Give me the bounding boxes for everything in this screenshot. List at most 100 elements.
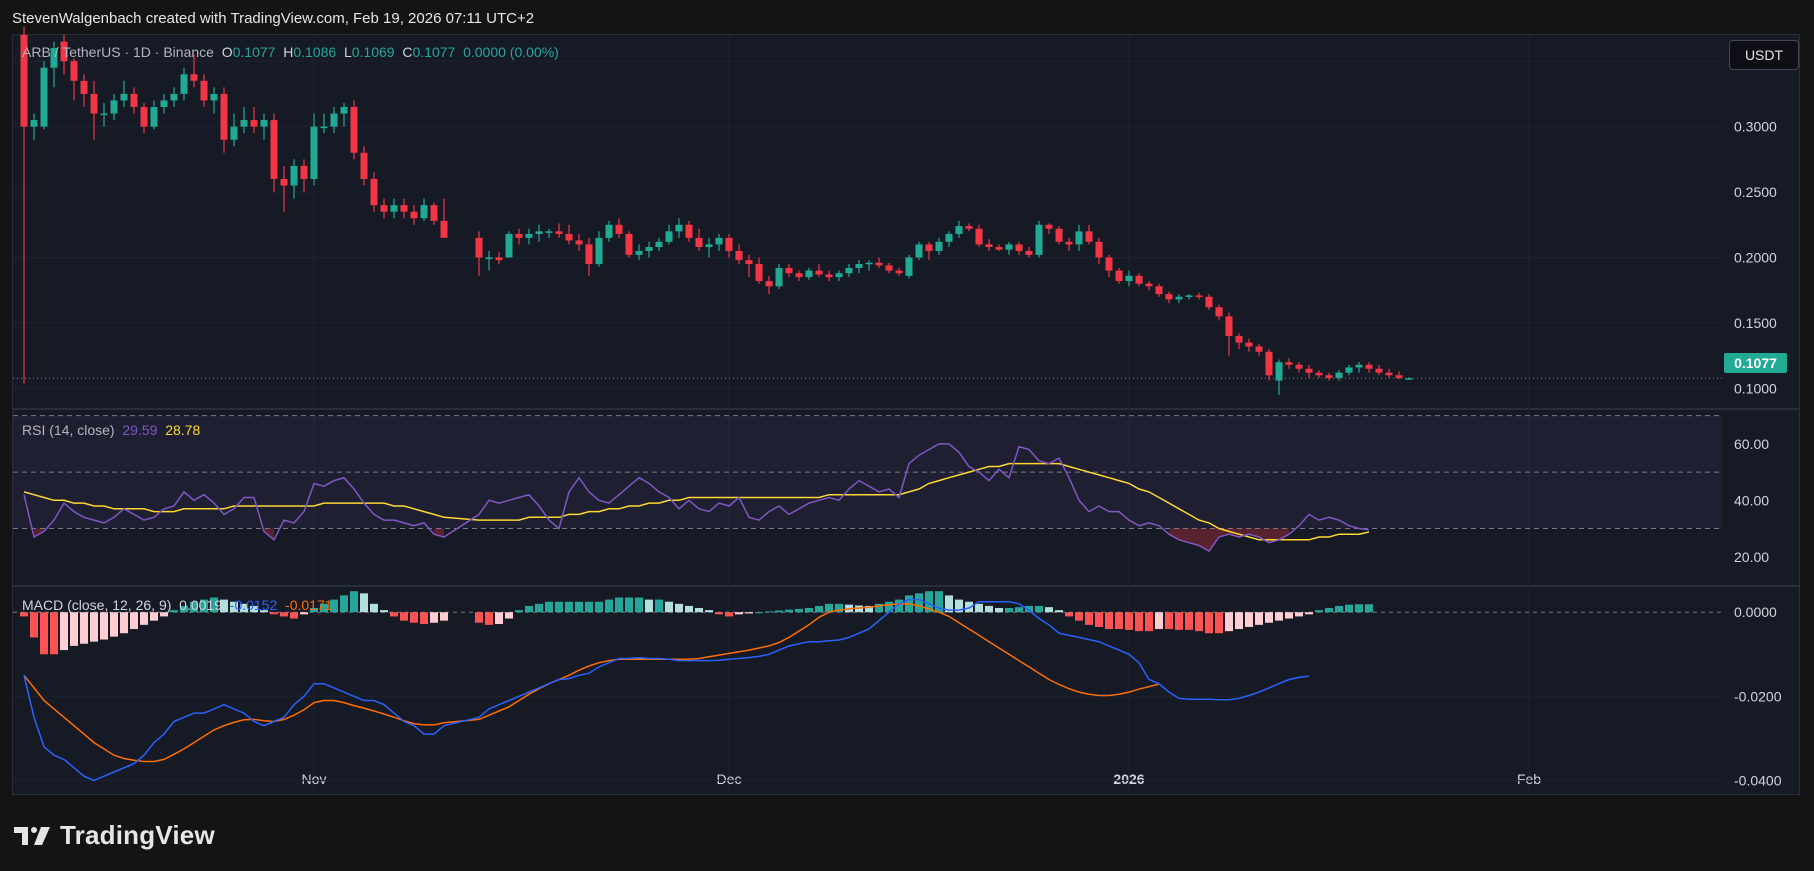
candle-body — [995, 247, 1003, 250]
macd-histogram-bar — [745, 612, 753, 614]
candle-body — [855, 264, 863, 268]
macd-histogram-bar — [280, 612, 288, 617]
candle-body — [1285, 362, 1293, 365]
high-label: H — [283, 44, 294, 60]
candle-body — [400, 205, 408, 212]
macd-histogram-bar — [885, 601, 893, 613]
candle-body — [340, 106, 348, 114]
macd-line — [23, 598, 1310, 782]
macd-histogram-bar — [250, 605, 258, 613]
macd-histogram-bar — [505, 612, 513, 619]
price-axis-tick-label: 0.1000 — [1734, 380, 1777, 396]
candle-body — [300, 165, 308, 179]
macd-histogram-bar — [330, 599, 338, 613]
brand-name: TradingView — [60, 820, 215, 850]
candle-body — [705, 244, 713, 248]
candle-body — [905, 257, 913, 276]
macd-histogram-bar — [1335, 605, 1343, 613]
macd-histogram-bar — [1265, 612, 1273, 623]
candle-body — [430, 205, 438, 221]
chart-container[interactable] — [12, 34, 1800, 795]
candle-body — [645, 247, 653, 251]
candle-body — [440, 220, 448, 238]
candle-body — [675, 224, 683, 232]
candle-body — [190, 74, 198, 81]
candle-body — [685, 224, 693, 238]
open-value: 0.1077 — [232, 44, 276, 60]
macd-histogram-bar — [1005, 608, 1013, 613]
macd-signal-line — [23, 603, 1160, 763]
macd-histogram-bar — [715, 612, 723, 615]
candle-body — [955, 226, 963, 234]
candle-body — [575, 240, 583, 245]
macd-histogram-bar — [995, 608, 1003, 613]
rsi-label[interactable]: RSI (14, close) — [22, 422, 115, 438]
candle-body — [655, 241, 663, 248]
price-axis-tick-label: 0.2500 — [1734, 184, 1777, 200]
symbol-name[interactable]: ARB / TetherUS · 1D · Binance — [22, 44, 214, 60]
price-axis-tick-label: 0.1500 — [1734, 315, 1777, 331]
top-bar: StevenWalgenbach created with TradingVie… — [0, 0, 1814, 34]
macd-histogram-bar — [1315, 610, 1323, 613]
symbol-legend[interactable]: ARB / TetherUS · 1D · Binance O0.1077 H0… — [22, 44, 559, 60]
tradingview-logo-icon — [14, 826, 50, 845]
candle-body — [1035, 224, 1043, 255]
macd-histogram-bar — [585, 601, 593, 613]
candle-body — [715, 237, 723, 245]
candle-body — [885, 265, 893, 271]
rsi-line — [23, 443, 1370, 553]
macd-legend[interactable]: MACD (close, 12, 26, 9) 0.0019 -0.0152 -… — [22, 597, 333, 613]
macd-histogram-bar — [685, 605, 693, 613]
currency-button[interactable]: USDT — [1729, 40, 1799, 70]
macd-histogram-bar — [1135, 612, 1143, 632]
macd-histogram-bar — [1295, 612, 1303, 617]
macd-label[interactable]: MACD (close, 12, 26, 9) — [22, 597, 172, 613]
close-label: C — [402, 44, 413, 60]
author-credit: StevenWalgenbach created with TradingVie… — [12, 10, 535, 27]
candle-body — [785, 267, 793, 274]
candle-body — [565, 233, 573, 241]
footer-brand[interactable]: TradingView — [14, 820, 215, 851]
candle-body — [210, 93, 218, 101]
macd-histogram-bar — [865, 605, 873, 613]
macd-histogram-bar — [100, 612, 108, 640]
macd-histogram-bar — [1255, 612, 1263, 625]
macd-histogram-bar — [50, 612, 58, 655]
macd-histogram-bar — [975, 603, 983, 613]
candle-body — [370, 178, 378, 206]
macd-histogram-bar — [765, 611, 773, 613]
macd-histogram-bar — [635, 597, 643, 613]
change-value: 0.0000 (0.00%) — [463, 44, 559, 60]
candle-body — [1155, 286, 1163, 295]
candle-body — [230, 126, 238, 140]
macd-histogram-bar — [965, 601, 973, 613]
macd-histogram-bar — [220, 599, 228, 613]
macd-histogram-bar — [645, 599, 653, 613]
candle-body — [410, 211, 418, 219]
candle-body — [945, 233, 953, 242]
macd-histogram-bar — [595, 601, 603, 613]
x-axis-tick-label: Nov — [302, 771, 327, 787]
candle-body — [1225, 316, 1233, 337]
candle-body — [1365, 364, 1373, 369]
candle-body — [1125, 275, 1133, 282]
candle-body — [835, 273, 843, 278]
candle-body — [60, 41, 68, 62]
macd-histogram-bar — [370, 603, 378, 613]
candle-body — [1215, 307, 1223, 317]
rsi-legend[interactable]: RSI (14, close) 29.59 28.78 — [22, 422, 200, 438]
rsi-axis-tick-label: 60.00 — [1734, 436, 1769, 452]
macd-histogram-bar — [925, 591, 933, 613]
macd-histogram-bar — [1205, 612, 1213, 634]
candle-body — [90, 93, 98, 114]
candle-body — [1005, 244, 1013, 250]
macd-histogram-bar — [1275, 612, 1283, 621]
macd-histogram-bar — [390, 612, 398, 617]
macd-histogram-bar — [340, 595, 348, 613]
macd-histogram-bar — [1065, 612, 1073, 617]
candle-body — [320, 126, 328, 129]
macd-histogram-bar — [210, 597, 218, 613]
candle-body — [1305, 368, 1313, 373]
macd-histogram-bar — [1305, 612, 1313, 615]
